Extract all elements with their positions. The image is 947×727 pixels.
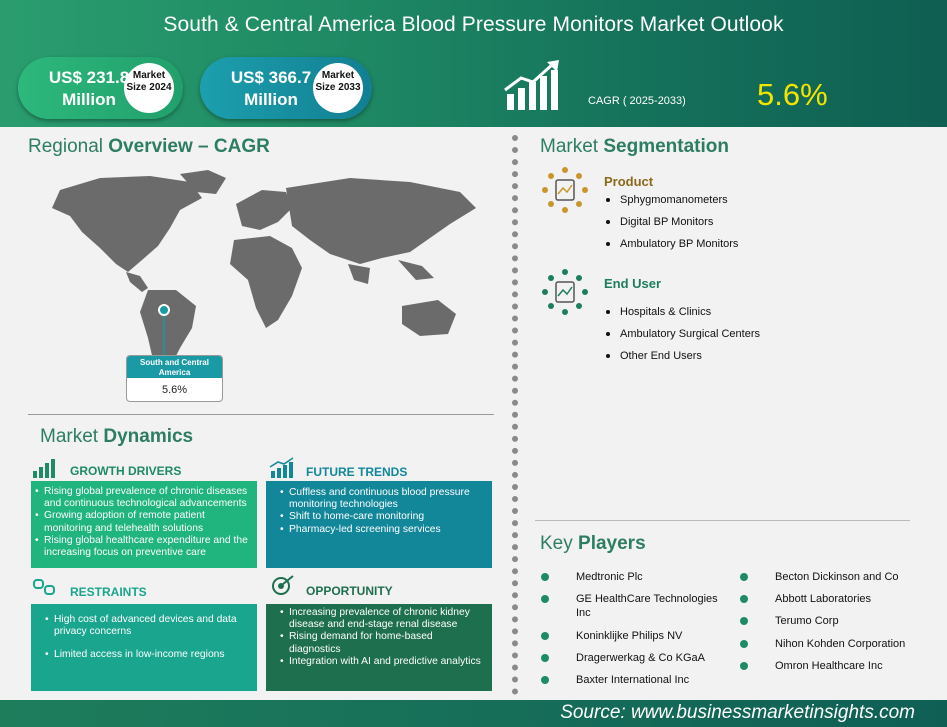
page-title: South & Central America Blood Pressure M… — [163, 13, 784, 36]
source-text: Source: www.businessmarketinsights.com — [560, 702, 915, 723]
list-item: Growing adoption of remote patient monit… — [35, 510, 251, 534]
bar-chart-icon — [33, 459, 55, 478]
bullet-icon — [541, 654, 549, 662]
footer: Source: www.businessmarketinsights.com — [0, 700, 947, 727]
list-item: Rising global prevalence of chronic dise… — [35, 486, 251, 510]
region-label: South and Central America — [127, 356, 222, 378]
bullet-icon — [740, 595, 748, 603]
list-item: Nihon Kohden Corporation — [740, 637, 940, 659]
restraints-box: High cost of advanced devices and data p… — [31, 604, 257, 691]
list-item: Cuffless and continuous blood pressure m… — [280, 487, 486, 511]
market-size-2033-value: US$ 366.7 Million — [230, 68, 312, 109]
header-banner: South & Central America Blood Pressure M… — [0, 0, 947, 127]
key-players-heading: Key Players — [540, 533, 646, 554]
market-size-2024-pill: US$ 231.8 Million Market Size 2024 — [18, 57, 183, 119]
list-item: Ambulatory Surgical Centers — [604, 327, 760, 349]
divider — [535, 520, 910, 521]
list-item: Pharmacy-led screening services — [280, 524, 486, 536]
list-item: GE HealthCare Technologies Inc — [541, 592, 731, 629]
key-players-left-list: Medtronic Plc GE HealthCare Technologies… — [541, 570, 731, 695]
bullet-icon — [541, 676, 549, 684]
opportunity-box: Increasing prevalence of chronic kidney … — [266, 604, 492, 691]
cagr-value: 5.6% — [757, 77, 828, 112]
list-item: High cost of advanced devices and data p… — [45, 614, 251, 638]
list-item: Other End Users — [604, 349, 760, 371]
market-size-2033-pill: US$ 366.7 Million Market Size 2033 — [200, 57, 372, 119]
list-item: Rising demand for home-based diagnostics — [280, 631, 486, 655]
list-item: Hospitals & Clinics — [604, 305, 760, 327]
list-item: Integration with AI and predictive analy… — [280, 656, 486, 668]
product-list: Sphygmomanometers Digital BP Monitors Am… — [604, 193, 738, 259]
end-user-group-title: End User — [604, 276, 662, 291]
list-item: Abbott Laboratories — [740, 592, 940, 614]
opportunity-title: OPPORTUNITY — [306, 584, 393, 598]
list-item: Sphygmomanometers — [604, 193, 738, 215]
regional-overview-heading: Regional Overview – CAGR — [28, 136, 270, 157]
bullet-icon — [740, 617, 748, 625]
list-item: Dragerwerkag & Co KGaA — [541, 651, 731, 673]
vertical-divider — [512, 135, 518, 695]
list-item: Rising global healthcare expenditure and… — [35, 535, 251, 559]
market-size-2033-label: Market Size 2033 — [313, 63, 363, 113]
market-dynamics-heading: Market Dynamics — [40, 426, 194, 447]
product-group-title: Product — [604, 174, 654, 189]
broken-link-icon — [33, 579, 55, 595]
bullet-icon — [740, 640, 748, 648]
bullet-icon — [541, 573, 549, 581]
market-size-2024-value: US$ 231.8 Million — [48, 68, 130, 109]
bullet-icon — [740, 573, 748, 581]
growth-drivers-title: GROWTH DRIVERS — [70, 464, 182, 478]
list-item: Limited access in low-income regions — [45, 649, 251, 661]
list-item: Becton Dickinson and Co — [740, 570, 940, 592]
market-segmentation-heading: Market Segmentation — [540, 136, 729, 157]
end-user-icon — [542, 269, 588, 315]
cagr-label: CAGR ( 2025-2033) — [588, 95, 686, 107]
list-item: Shift to home-care monitoring — [280, 511, 486, 523]
restraints-title: RESTRAINTS — [70, 585, 147, 599]
list-item: Ambulatory BP Monitors — [604, 237, 738, 259]
list-item: Omron Healthcare Inc — [740, 659, 940, 681]
list-item: Increasing prevalence of chronic kidney … — [280, 607, 486, 631]
list-item: Digital BP Monitors — [604, 215, 738, 237]
trend-chart-icon — [269, 457, 294, 478]
growth-drivers-box: Rising global prevalence of chronic dise… — [31, 481, 257, 568]
region-cagr-callout: South and Central America 5.6% — [126, 355, 223, 402]
list-item: Terumo Corp — [740, 614, 940, 637]
bullet-icon — [541, 595, 549, 603]
future-trends-title: FUTURE TRENDS — [306, 465, 408, 479]
bullet-icon — [541, 632, 549, 640]
list-item: Koninklijke Philips NV — [541, 629, 731, 651]
key-players-right-list: Becton Dickinson and Co Abbott Laborator… — [740, 570, 940, 681]
bullet-icon — [740, 662, 748, 670]
growth-chart-icon — [504, 60, 559, 110]
list-item: Medtronic Plc — [541, 570, 731, 592]
world-map — [52, 170, 476, 382]
future-trends-box: Cuffless and continuous blood pressure m… — [266, 481, 492, 568]
market-size-2024-label: Market Size 2024 — [124, 63, 174, 113]
divider — [28, 414, 494, 415]
product-icon — [542, 167, 588, 213]
region-cagr-value: 5.6% — [161, 384, 188, 396]
end-user-list: Hospitals & Clinics Ambulatory Surgical … — [604, 305, 760, 371]
target-gear-icon — [272, 575, 294, 595]
list-item: Baxter International Inc — [541, 673, 731, 695]
